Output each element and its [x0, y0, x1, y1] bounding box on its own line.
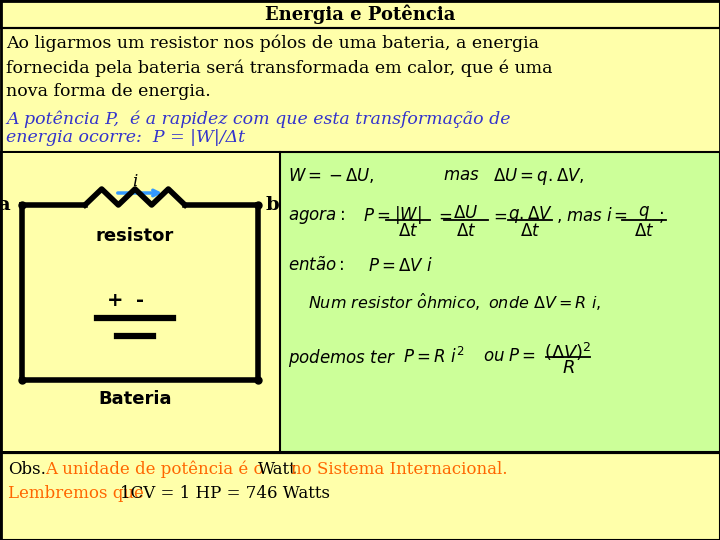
Text: $i =$: $i =$ — [606, 207, 628, 225]
Text: $=$: $=$ — [435, 207, 452, 225]
Bar — [0, 453, 720, 540]
Bar — [0, 0, 720, 28]
Text: 1CV = 1 HP = 746 Watts: 1CV = 1 HP = 746 Watts — [120, 485, 330, 502]
Text: $podemos\ ter$: $podemos\ ter$ — [288, 347, 397, 369]
Text: a: a — [0, 196, 10, 214]
Text: Bateria: Bateria — [98, 390, 172, 408]
Text: $|W|$: $|W|$ — [395, 204, 422, 226]
Text: $=$: $=$ — [490, 207, 508, 225]
Text: $;$: $;$ — [658, 207, 664, 225]
Text: energia ocorre:  P = |W|/Δt: energia ocorre: P = |W|/Δt — [6, 129, 245, 146]
Text: $mas$: $mas$ — [443, 166, 480, 184]
Text: Watt: Watt — [258, 461, 297, 478]
Text: Obs.: Obs. — [8, 461, 46, 478]
Text: b: b — [266, 196, 279, 214]
Text: $\Delta U = q.\Delta V,$: $\Delta U = q.\Delta V,$ — [493, 166, 585, 187]
Text: $P = R\ i^2$: $P = R\ i^2$ — [403, 347, 464, 367]
Text: A unidade de potência é o: A unidade de potência é o — [45, 461, 264, 478]
Text: $,$: $,$ — [556, 207, 562, 225]
Bar — [1, 153, 279, 451]
Text: $P = \Delta V\ i$: $P = \Delta V\ i$ — [368, 257, 433, 275]
Text: $R$: $R$ — [562, 359, 575, 377]
Text: $\Delta t$: $\Delta t$ — [456, 222, 476, 240]
Text: $P =$: $P =$ — [363, 207, 390, 225]
Text: resistor: resistor — [96, 227, 174, 245]
Text: $ent\~{a}o:$: $ent\~{a}o:$ — [288, 257, 345, 275]
Text: $\Delta U$: $\Delta U$ — [454, 204, 479, 222]
Text: A potência P,  é a rapidez com que esta transformação de: A potência P, é a rapidez com que esta t… — [6, 110, 510, 127]
Text: Lembremos que: Lembremos que — [8, 485, 144, 502]
Text: $q$: $q$ — [638, 204, 650, 222]
Text: Energia e Potência: Energia e Potência — [265, 4, 455, 24]
Text: $P =$: $P =$ — [508, 347, 536, 365]
Text: +: + — [107, 291, 123, 309]
Text: Ao ligarmos um resistor nos pólos de uma bateria, a energia
fornecida pela bater: Ao ligarmos um resistor nos pólos de uma… — [6, 35, 552, 100]
Text: -: - — [136, 291, 144, 309]
Text: $W = -\Delta U,$: $W = -\Delta U,$ — [288, 166, 374, 185]
Text: $\Delta t$: $\Delta t$ — [634, 222, 654, 240]
Text: $ou$: $ou$ — [483, 347, 505, 365]
Text: $\Delta t$: $\Delta t$ — [520, 222, 540, 240]
Text: $mas$: $mas$ — [566, 207, 603, 225]
Text: $Num\ resistor\ \hat{o}hmico,\ onde\ \Delta V = R\ i,$: $Num\ resistor\ \hat{o}hmico,\ onde\ \De… — [308, 292, 601, 313]
Text: $q.\Delta V$: $q.\Delta V$ — [508, 204, 552, 225]
Text: i: i — [132, 172, 138, 190]
Text: $\Delta t$: $\Delta t$ — [397, 222, 418, 240]
Text: $agora:$: $agora:$ — [288, 207, 345, 226]
Bar — [0, 152, 720, 452]
Text: $(\Delta V)^2$: $(\Delta V)^2$ — [544, 341, 592, 363]
Text: no Sistema Internacional.: no Sistema Internacional. — [291, 461, 508, 478]
